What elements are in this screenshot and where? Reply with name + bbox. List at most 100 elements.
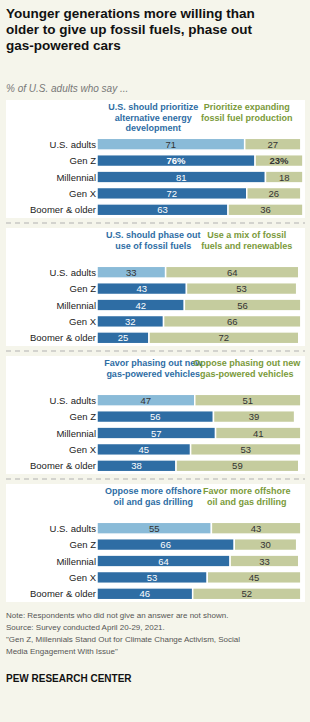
series-header: Favor phasing out newgas-powered vehicle… <box>104 358 203 379</box>
note: Note: Respondents who did not give an an… <box>6 611 240 656</box>
bar <box>97 588 193 600</box>
bar <box>97 555 230 567</box>
text-line: alternative energy <box>115 113 192 123</box>
bar <box>97 539 234 551</box>
bar <box>164 315 301 327</box>
bar <box>207 571 301 583</box>
text-line: U.S. should phase out <box>106 230 201 240</box>
data-label: 36 <box>260 204 271 215</box>
section-background <box>6 228 305 346</box>
text-line: older to give up fossil fuels, phase out <box>6 22 253 37</box>
text-line: use of fossil fuels <box>115 241 191 251</box>
category-label: Millennial <box>56 172 96 183</box>
data-label: 66 <box>227 316 238 327</box>
title: Younger generations more willing thanold… <box>6 6 255 53</box>
text-line: gas-powered vehicles <box>106 369 200 379</box>
data-label: 53 <box>240 444 251 455</box>
bar <box>97 571 207 583</box>
data-label: 27 <box>267 139 278 150</box>
text-line: gas-powered cars <box>6 38 121 53</box>
data-label: 33 <box>259 556 270 567</box>
category-label: Boomer & older <box>30 204 96 215</box>
subtitle: % of U.S. adults who say ... <box>6 83 128 94</box>
text-line: development <box>125 123 181 133</box>
text-line: fossil fuel production <box>201 113 293 123</box>
category-label: Gen Z <box>70 411 97 422</box>
data-label: 38 <box>131 460 142 471</box>
category-label: U.S. adults <box>50 139 97 150</box>
bar <box>97 522 211 534</box>
bar <box>149 332 299 344</box>
bar <box>216 427 301 439</box>
data-label: 33 <box>126 267 137 278</box>
category-label: U.S. adults <box>50 523 97 534</box>
bar <box>97 138 245 150</box>
data-label: 47 <box>141 395 152 406</box>
bars <box>97 138 303 215</box>
separator <box>6 479 305 480</box>
bar <box>230 555 299 567</box>
category-label: Boomer & older <box>30 332 96 343</box>
bar <box>97 171 265 183</box>
bar <box>97 443 191 455</box>
category-label: Millennial <box>56 428 96 439</box>
data-label: 81 <box>176 172 187 183</box>
text-line: Favor more offshore <box>203 486 291 496</box>
category-label: Millennial <box>56 556 96 567</box>
data-label: 55 <box>149 523 160 534</box>
text-line: Use a mix of fossil <box>207 230 286 240</box>
bars <box>97 394 301 471</box>
category-label: Gen X <box>69 444 97 455</box>
section: Favor phasing out newgas-powered vehicle… <box>6 356 305 474</box>
data-label: 46 <box>140 588 151 599</box>
background <box>0 0 310 722</box>
bar <box>97 315 164 327</box>
series-header: Oppose more offshoreoil and gas drilling <box>105 486 202 507</box>
text-line: Favor phasing out new <box>104 358 203 368</box>
bar <box>228 204 303 216</box>
text-line: Note: Respondents who did not give an an… <box>6 611 228 620</box>
data-label: 63 <box>157 204 168 215</box>
data-label: 45 <box>249 572 260 583</box>
bar <box>265 171 302 183</box>
data-label: 51 <box>243 395 254 406</box>
category-label: Gen Z <box>70 283 97 294</box>
data-label: 72 <box>167 188 178 199</box>
text-line: U.S. should prioritize <box>108 102 198 112</box>
bar <box>166 266 299 278</box>
text-line: Younger generations more willing than <box>6 6 255 21</box>
data-label: 25 <box>118 332 129 343</box>
data-label: 39 <box>249 411 260 422</box>
data-label: 57 <box>151 428 162 439</box>
data-label: 45 <box>139 444 150 455</box>
bar <box>97 411 213 423</box>
bar <box>195 394 301 406</box>
series-header: U.S. should phase outuse of fossil fuels <box>106 230 201 251</box>
bar <box>255 155 303 167</box>
series-header: Use a mix of fossilfuels and renewables <box>201 230 292 251</box>
labels: U.S. adults5543Gen Z6630Millennial6433Ge… <box>30 523 271 600</box>
data-label: 56 <box>237 300 248 311</box>
bar <box>211 522 300 534</box>
category-label: U.S. adults <box>50 395 97 406</box>
text-line: fuels and renewables <box>201 241 292 251</box>
category-label: Gen Z <box>70 155 97 166</box>
data-label: 43 <box>136 283 147 294</box>
bar <box>97 283 186 295</box>
section-background <box>6 100 305 218</box>
data-label: 76% <box>167 155 187 166</box>
series-header: Favor more offshoreoil and gas drilling <box>203 486 291 507</box>
section-background <box>6 484 305 602</box>
bar <box>193 588 301 600</box>
bar <box>97 299 184 311</box>
data-label: 71 <box>166 139 177 150</box>
bar <box>186 283 296 295</box>
source: PEW RESEARCH CENTER <box>6 673 132 684</box>
section: U.S. should phase outuse of fossil fuels… <box>6 228 305 346</box>
data-label: 42 <box>135 300 146 311</box>
category-label: Boomer & older <box>30 588 96 599</box>
bar <box>97 187 247 199</box>
category-label: Gen Z <box>70 539 97 550</box>
bar <box>97 460 176 472</box>
section: Oppose more offshoreoil and gas drilling… <box>6 484 305 602</box>
